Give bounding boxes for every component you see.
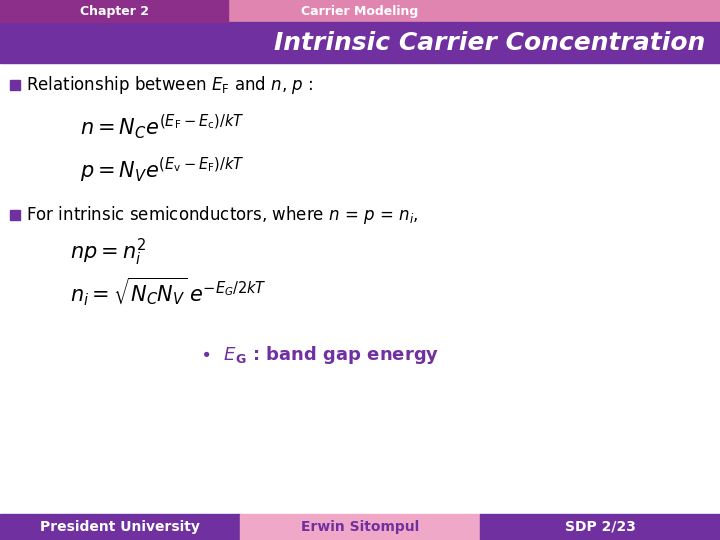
Bar [10,80,20,90]
Bar [0,514,240,540]
Text: $np = n_i^2$: $np = n_i^2$ [70,237,146,268]
Bar [10,210,20,220]
Text: $p = N_V e^{(E_{\rm v}-E_{\rm F})/kT}$: $p = N_V e^{(E_{\rm v}-E_{\rm F})/kT}$ [80,156,245,185]
Bar [0,0,228,22]
Text: Chapter 2: Chapter 2 [79,4,148,17]
Text: For intrinsic semiconductors, where $n$ = $p$ = $n_i$,: For intrinsic semiconductors, where $n$ … [26,204,418,226]
Bar [240,514,480,540]
Text: $n_i = \sqrt{N_C N_V}\, e^{-E_G/2kT}$: $n_i = \sqrt{N_C N_V}\, e^{-E_G/2kT}$ [70,276,267,308]
Text: $n = N_C e^{(E_{\rm F}-E_{\rm c})/kT}$: $n = N_C e^{(E_{\rm F}-E_{\rm c})/kT}$ [80,113,245,141]
Text: SDP 2/23: SDP 2/23 [564,520,636,534]
Text: Intrinsic Carrier Concentration: Intrinsic Carrier Concentration [274,31,706,55]
Bar [0,22,720,63]
Text: Relationship between $E_{\rm F}$ and $n$, $p$ :: Relationship between $E_{\rm F}$ and $n$… [26,74,313,96]
Text: Carrier Modeling: Carrier Modeling [302,4,418,17]
Bar [480,514,720,540]
Text: President University: President University [40,520,200,534]
Text: Erwin Sitompul: Erwin Sitompul [301,520,419,534]
Text: $\bullet$  $\mathbf{\mathit{E}_G}$ : band gap energy: $\bullet$ $\mathbf{\mathit{E}_G}$ : band… [200,344,439,366]
Bar [0,0,720,22]
